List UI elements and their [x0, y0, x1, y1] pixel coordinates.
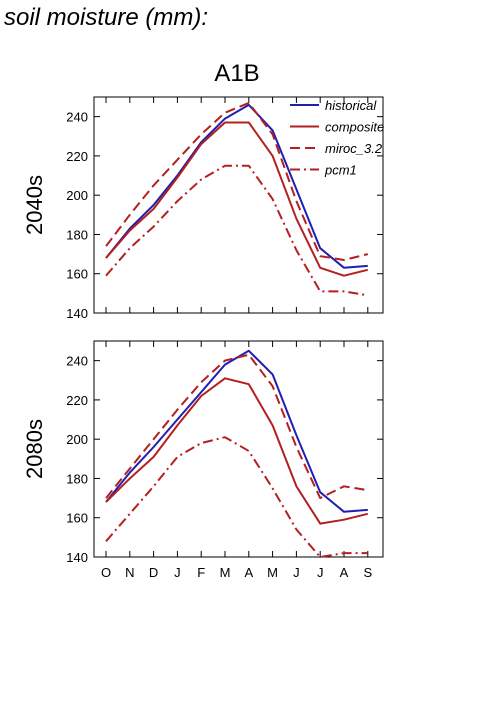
x-tick-label: D — [149, 565, 158, 580]
series-line-miroc-3-2 — [105, 101, 369, 261]
x-tick-label: O — [101, 565, 111, 580]
series-line-historical — [105, 349, 368, 513]
x-tick-label: F — [197, 565, 205, 580]
figure-title: soil moisture (mm): — [4, 4, 209, 31]
x-tick-label: M — [220, 565, 231, 580]
panel-2040s: 140 160 180 200 220 240 2040s historical composi… — [22, 96, 384, 321]
panel-label: 2080s — [22, 419, 47, 479]
series-line-miroc-3-2 — [105, 353, 368, 500]
x-tick-label: J — [317, 565, 324, 580]
series-line-composite — [105, 121, 369, 277]
y-tick-label: 240 — [66, 110, 88, 125]
series-line-historical — [105, 103, 368, 269]
y-tick-label: 160 — [66, 267, 88, 282]
y-tick-label: 200 — [66, 188, 88, 203]
x-tick-label: J — [293, 565, 300, 580]
x-tick-label: S — [363, 565, 372, 580]
x-tick-label: M — [267, 565, 278, 580]
plot-frame — [93, 96, 384, 314]
panel-label: 2040s — [22, 175, 47, 235]
series-line-pcm1 — [105, 436, 368, 558]
legend-entry: miroc_3.2 — [325, 141, 383, 156]
series-line-pcm1 — [105, 164, 368, 297]
legend-entry: pcm1 — [324, 163, 357, 178]
plot-frame — [93, 340, 384, 558]
y-tick-label: 240 — [66, 354, 88, 369]
y-tick-label: 180 — [66, 471, 88, 486]
x-tick-label: N — [125, 565, 134, 580]
x-tick-label: A — [244, 565, 253, 580]
y-tick-label: 160 — [66, 511, 88, 526]
legend-entry: historical — [325, 98, 377, 113]
series-line-composite — [105, 377, 369, 525]
x-tick-label: A — [340, 565, 349, 580]
scenario-title: A1B — [214, 60, 259, 87]
legend-entry: composite — [325, 120, 384, 135]
y-tick-label: 220 — [66, 393, 88, 408]
y-tick-label: 200 — [66, 432, 88, 447]
y-tick-label: 140 — [66, 306, 88, 321]
y-tick-label: 140 — [66, 550, 88, 565]
y-tick-label: 180 — [66, 227, 88, 242]
x-tick-label: J — [174, 565, 181, 580]
y-tick-label: 220 — [66, 149, 88, 164]
